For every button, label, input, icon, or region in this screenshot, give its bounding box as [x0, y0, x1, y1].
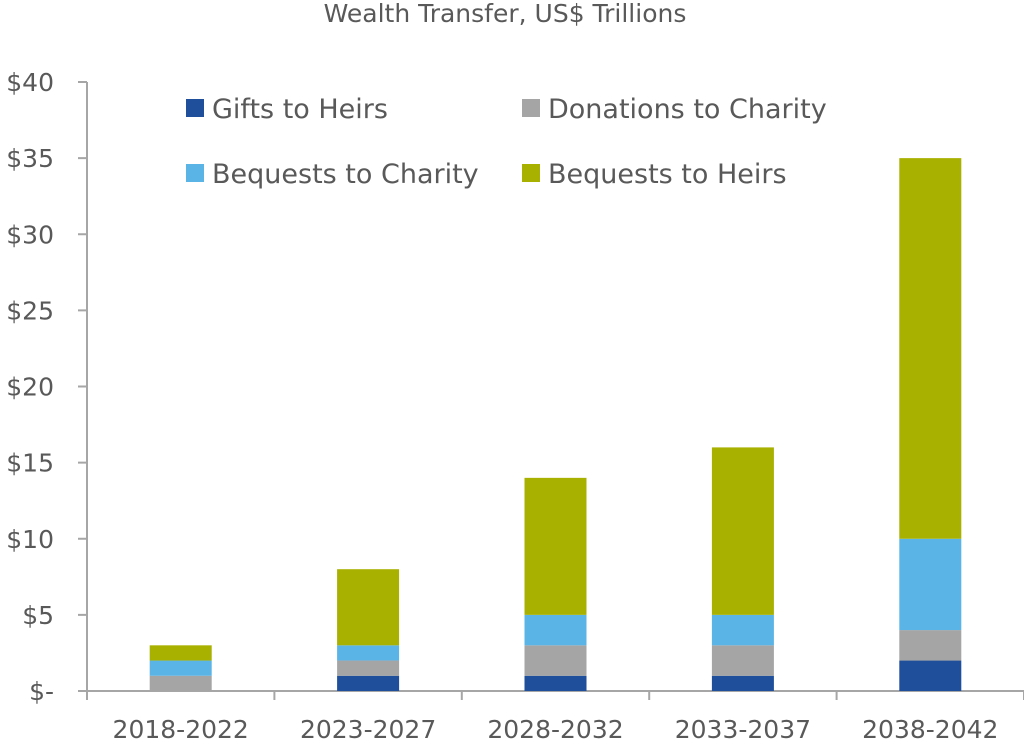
bar-segment — [711, 614, 774, 646]
chart-title: Wealth Transfer, US$ Trillions — [323, 0, 687, 28]
x-tick-label: 2038-2042 — [862, 715, 998, 744]
bar-segment — [524, 645, 587, 676]
x-axis: 2018-2022 2023-2027 2028-2032 2033-2037 2038… — [86, 690, 1024, 744]
bar-segment — [899, 630, 962, 661]
bar-segment — [711, 645, 774, 676]
bar-segment — [524, 477, 587, 615]
legend-label: Gifts to Heirs — [212, 94, 388, 125]
x-tick-label: 2028-2032 — [487, 715, 623, 744]
legend-label: Donations to Charity — [548, 94, 827, 125]
bar-segment — [149, 660, 212, 676]
legend-swatch — [186, 164, 204, 182]
legend-label: Bequests to Charity — [212, 159, 479, 190]
bar-segment — [337, 675, 400, 691]
legend-swatch — [522, 99, 540, 117]
y-tick-label: $20 — [6, 373, 54, 402]
y-tick-label: $30 — [6, 220, 54, 249]
x-tick-label: 2018-2022 — [113, 715, 249, 744]
bar-segment — [899, 158, 962, 539]
bar-segment — [337, 569, 400, 646]
bar-segment — [524, 675, 587, 691]
bar-segment — [711, 675, 774, 691]
y-tick-label: $35 — [6, 144, 54, 173]
y-tick-label: $40 — [6, 68, 54, 97]
bar-segment — [149, 675, 212, 691]
bar-segment — [899, 538, 962, 631]
y-tick-label: $- — [29, 677, 54, 706]
bars — [149, 158, 962, 691]
x-tick-label: 2033-2037 — [675, 715, 811, 744]
y-tick-label: $25 — [6, 296, 54, 325]
x-tick-label: 2023-2027 — [300, 715, 436, 744]
y-axis: $- $5 $10 $15 $20 $25 $30 $35 $40 — [6, 68, 88, 706]
bar-segment — [711, 447, 774, 615]
bar-segment — [337, 660, 400, 676]
legend: Gifts to Heirs Donations to Charity Beques… — [186, 94, 827, 190]
y-tick-label: $5 — [22, 601, 54, 630]
bar-segment — [149, 645, 212, 661]
bar-segment — [524, 614, 587, 646]
bar-segment — [337, 645, 400, 661]
y-tick-label: $10 — [6, 525, 54, 554]
legend-label: Bequests to Heirs — [548, 159, 787, 190]
bar-segment — [899, 660, 962, 691]
legend-swatch — [522, 164, 540, 182]
legend-swatch — [186, 99, 204, 117]
y-tick-label: $15 — [6, 449, 54, 478]
